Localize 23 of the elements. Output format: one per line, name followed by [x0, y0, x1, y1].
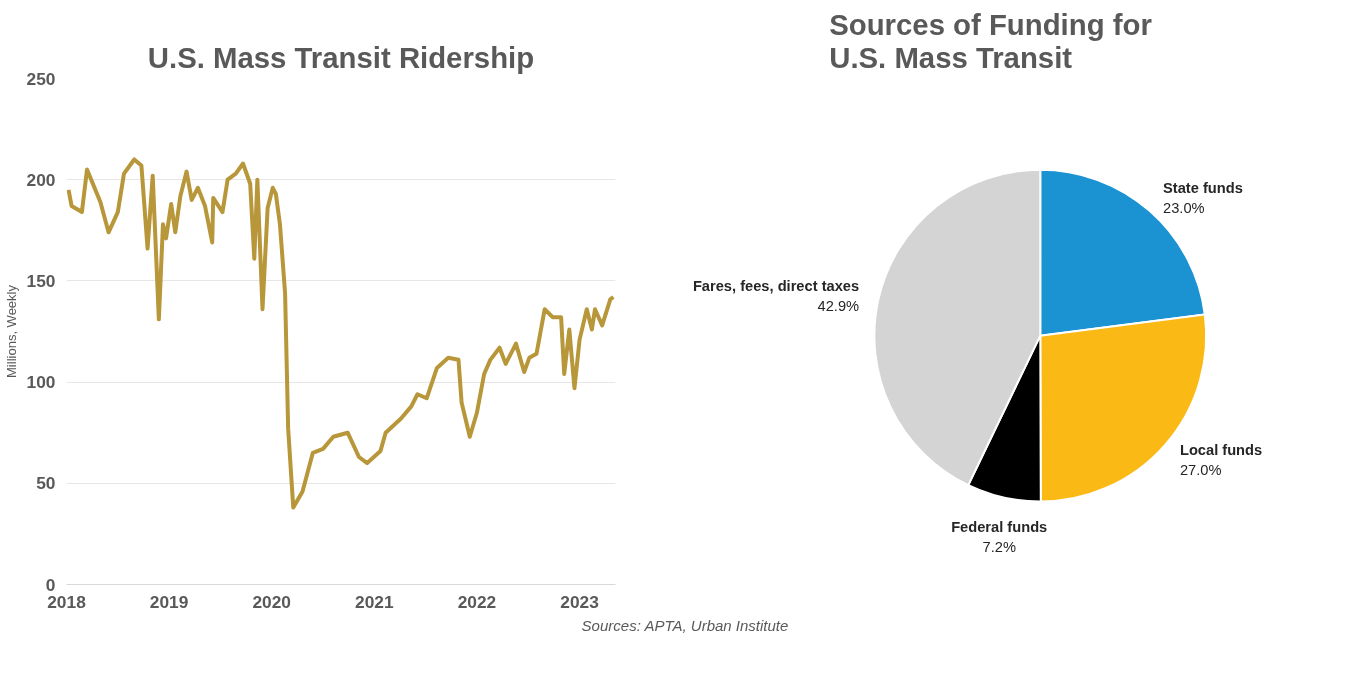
data-label: 23.0% [1163, 200, 1205, 217]
chart-title: U.S. Mass Transit Ridership [147, 40, 535, 74]
x-tick-label: 2021 [355, 591, 394, 612]
x-tick-label: 2019 [149, 591, 189, 612]
chart-title: Sources of Funding for U.S. Mass Transit [829, 7, 1152, 74]
x-tick-label: 2023 [560, 591, 600, 612]
data-label: 42.9% [817, 298, 860, 315]
y-tick-label: 150 [26, 270, 56, 291]
slice-label: Fares, fees, direct taxes [692, 278, 860, 295]
x-tick-label: 2022 [457, 591, 497, 612]
y-tick-label: 200 [26, 169, 56, 190]
x-tick-label: 2020 [252, 591, 292, 612]
y-tick-label: 50 [36, 473, 56, 494]
y-tick-label: 100 [26, 372, 56, 393]
source-note: Sources: APTA, Urban Institute [581, 616, 789, 636]
y-axis-title: Millions, Weekly [3, 284, 19, 378]
data-label: 7.2% [982, 538, 1016, 555]
data-label: 27.0% [1179, 462, 1222, 479]
y-tick-label: 250 [26, 68, 56, 89]
slice-label: State funds [1163, 180, 1243, 197]
slice-label: Local funds [1179, 442, 1263, 459]
slice-label: Federal funds [951, 518, 1048, 535]
line-series [66, 157, 616, 510]
